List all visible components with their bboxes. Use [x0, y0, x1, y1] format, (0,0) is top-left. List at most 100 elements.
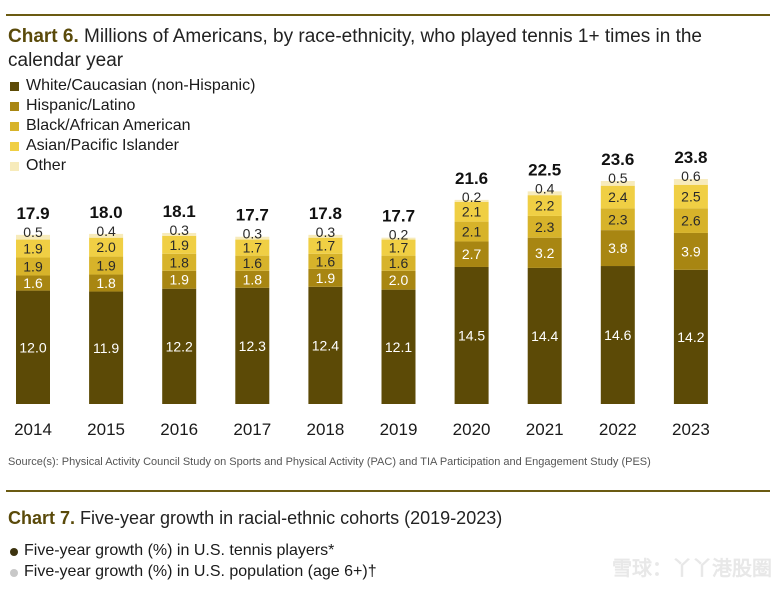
chart7-title: Chart 7. Five-year growth in racial-ethn…	[8, 508, 503, 528]
bar-segment	[600, 208, 635, 231]
data-label: 1.8	[243, 271, 263, 287]
legend-swatch-hispanic	[10, 102, 19, 111]
bar-segment	[16, 257, 50, 276]
data-label: 2.0	[96, 239, 116, 255]
bar-segment	[16, 234, 50, 240]
data-label: 12.1	[385, 339, 412, 355]
data-label: 1.7	[243, 240, 263, 256]
data-label: 1.8	[96, 275, 116, 291]
data-label: 0.4	[96, 223, 116, 239]
bar-segment	[89, 256, 124, 275]
bar-segment	[673, 179, 708, 185]
total-label: 22.5	[528, 160, 561, 179]
legend-item-black: Black/African American	[10, 116, 255, 136]
data-label: 0.5	[608, 170, 628, 186]
data-label: 2.3	[608, 211, 628, 227]
x-tick-label: 2017	[233, 420, 271, 439]
legend-dot-tennis	[10, 548, 18, 556]
bar-segment	[527, 267, 562, 404]
bar-segment	[527, 215, 562, 238]
bar-segment	[162, 235, 197, 254]
bar-segment	[381, 270, 416, 290]
bar-segment	[381, 237, 416, 240]
bar-segment	[454, 201, 489, 222]
bar-segment	[600, 185, 635, 209]
bar-segment	[600, 266, 635, 404]
data-label: 2.3	[535, 219, 555, 235]
data-label: 0.5	[23, 224, 43, 240]
data-label: 2.4	[608, 189, 628, 205]
legend-swatch-other	[10, 162, 19, 171]
data-label: 0.2	[389, 227, 409, 243]
x-tick-label: 2020	[453, 420, 491, 439]
bar-segment	[308, 268, 343, 287]
x-tick-label: 2023	[672, 420, 710, 439]
data-label: 0.6	[681, 168, 701, 184]
data-label: 1.7	[316, 238, 336, 254]
bar-segment	[235, 270, 270, 288]
chart6-title: Chart 6. Millions of Americans, by race-…	[8, 26, 702, 71]
bar-segment	[673, 232, 708, 270]
data-label: 0.3	[169, 222, 189, 238]
legend-dot-population	[10, 569, 18, 577]
watermark: 雪球：丫丫港股圈	[612, 558, 772, 580]
source-note: Source(s): Physical Activity Council Stu…	[8, 456, 651, 468]
x-tick-label: 2016	[160, 420, 198, 439]
data-label: 12.0	[19, 339, 46, 355]
bar-segment	[89, 233, 124, 238]
bar-segment	[162, 288, 197, 404]
data-label: 14.2	[677, 329, 704, 345]
bar-segment	[381, 289, 416, 404]
chart7-legend-tennis: Five-year growth (%) in U.S. tennis play…	[10, 541, 334, 561]
bar-segment	[89, 274, 124, 292]
data-label: 1.9	[316, 270, 336, 286]
bar-segment	[308, 237, 343, 254]
data-label: 0.3	[316, 224, 336, 240]
legend-item-asian: Asian/Pacific Islander	[10, 136, 255, 156]
bar-segment	[673, 184, 708, 209]
bar-segment	[162, 270, 197, 289]
bar-segment	[527, 237, 562, 268]
data-label: 2.5	[681, 189, 701, 205]
data-label: 1.9	[169, 237, 189, 253]
data-label: 2.1	[462, 204, 482, 220]
bar-segment	[600, 230, 635, 267]
total-label: 23.6	[601, 150, 634, 169]
bar-segment	[89, 237, 124, 257]
data-label: 2.6	[681, 213, 701, 229]
bar-segment	[16, 275, 50, 291]
bar-segment	[162, 253, 197, 271]
bar-segment	[235, 239, 270, 256]
bar-segment	[527, 195, 562, 216]
data-label: 12.2	[166, 338, 193, 354]
data-label: 1.7	[389, 240, 409, 256]
stacked-bar-chart: 12.01.61.91.90.517.9201411.91.81.92.00.4…	[14, 148, 710, 439]
x-tick-label: 2022	[599, 420, 637, 439]
bar-segment	[454, 241, 489, 267]
total-label: 23.8	[674, 148, 707, 167]
data-label: 1.6	[389, 255, 409, 271]
legend-item-white: White/Caucasian (non-Hispanic)	[10, 76, 255, 96]
total-label: 17.7	[236, 206, 269, 225]
bar-segment	[16, 239, 50, 258]
bar-segment	[89, 291, 124, 404]
data-label: 11.9	[93, 340, 119, 356]
bar-segment	[16, 290, 50, 404]
total-label: 17.9	[16, 204, 49, 223]
data-label: 14.4	[531, 328, 558, 344]
data-label: 1.6	[23, 275, 43, 291]
x-tick-label: 2018	[306, 420, 344, 439]
bar-segment	[235, 287, 270, 404]
bar-segment	[454, 199, 489, 202]
chart7-legend-population: Five-year growth (%) in U.S. population …	[10, 562, 377, 582]
data-label: 2.1	[462, 224, 482, 240]
legend-swatch-black	[10, 122, 19, 131]
bar-segment	[308, 253, 343, 269]
data-label: 12.3	[239, 338, 266, 354]
legend-item-other: Other	[10, 156, 255, 176]
data-label: 0.4	[535, 180, 555, 196]
x-tick-label: 2019	[380, 420, 418, 439]
bar-segment	[527, 191, 562, 196]
bar-segment	[381, 239, 416, 256]
section-rule	[6, 490, 770, 492]
